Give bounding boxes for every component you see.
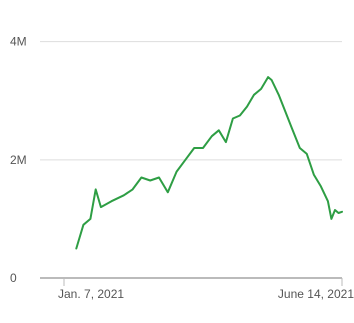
tick-labels: 0 2M 4M Jan. 7, 2021 June 14, 2021 bbox=[10, 35, 354, 301]
x-tick-label: Jan. 7, 2021 bbox=[58, 287, 124, 301]
average-line-path bbox=[75, 76, 343, 250]
y-tick-label: 2M bbox=[10, 153, 27, 167]
axes bbox=[40, 277, 343, 286]
y-tick-label: 4M bbox=[10, 35, 27, 49]
average-line bbox=[75, 76, 343, 250]
gridlines bbox=[40, 41, 342, 161]
x-tick-label: June 14, 2021 bbox=[278, 287, 354, 301]
y-tick-label: 0 bbox=[10, 271, 17, 285]
